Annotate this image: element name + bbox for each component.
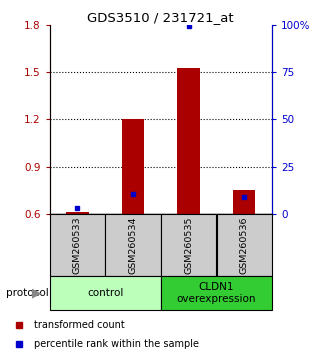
Text: protocol: protocol — [6, 288, 49, 298]
Text: percentile rank within the sample: percentile rank within the sample — [34, 339, 199, 349]
Text: ▶: ▶ — [32, 286, 42, 299]
FancyBboxPatch shape — [50, 276, 161, 310]
FancyBboxPatch shape — [106, 214, 161, 276]
Text: GSM260536: GSM260536 — [240, 216, 249, 274]
Bar — [233, 190, 255, 214]
Title: GDS3510 / 231721_at: GDS3510 / 231721_at — [87, 11, 234, 24]
Bar — [122, 119, 144, 214]
Text: CLDN1
overexpression: CLDN1 overexpression — [177, 282, 256, 304]
Text: transformed count: transformed count — [34, 320, 125, 330]
FancyBboxPatch shape — [50, 214, 105, 276]
Text: GSM260533: GSM260533 — [73, 216, 82, 274]
FancyBboxPatch shape — [217, 214, 272, 276]
Text: GSM260534: GSM260534 — [129, 216, 138, 274]
FancyBboxPatch shape — [161, 276, 272, 310]
Bar — [178, 68, 200, 214]
Text: control: control — [87, 288, 124, 298]
Bar — [66, 212, 89, 214]
Text: GSM260535: GSM260535 — [184, 216, 193, 274]
FancyBboxPatch shape — [161, 214, 216, 276]
